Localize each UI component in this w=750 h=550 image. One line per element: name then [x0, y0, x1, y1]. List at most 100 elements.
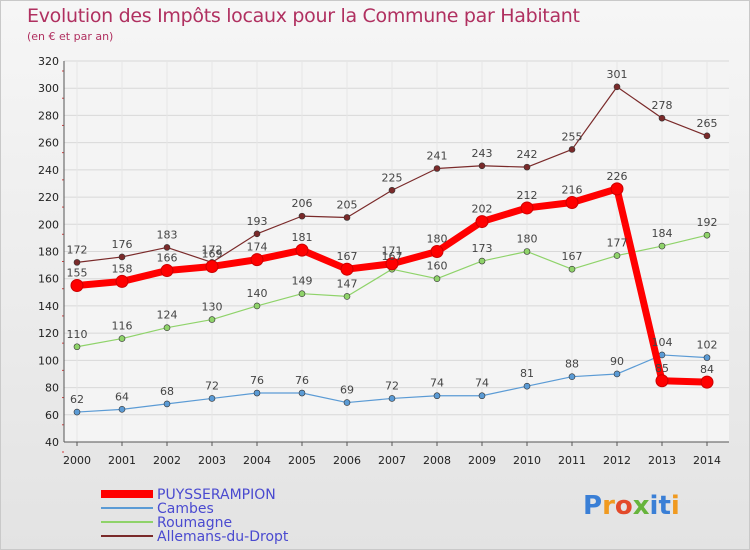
data-label-allemans-du-dropt: 242 [517, 148, 538, 161]
data-label-roumagne: 180 [517, 233, 538, 246]
data-label-cambes: 68 [160, 385, 174, 398]
data-point-allemans-du-dropt [433, 165, 441, 172]
data-label-roumagne: 149 [292, 275, 313, 288]
y-tick-label: 40 [45, 436, 59, 449]
y-tick-label: 300 [38, 82, 59, 95]
x-tick-label: 2002 [153, 454, 181, 467]
data-label-puysserampion: 174 [247, 241, 268, 254]
data-point-cambes [253, 389, 261, 397]
data-label-roumagne: 124 [157, 309, 178, 322]
data-point-cambes [163, 400, 171, 408]
data-point-allemans-du-dropt [523, 163, 531, 171]
data-label-puysserampion: 181 [292, 231, 313, 244]
data-point-puysserampion [160, 264, 174, 278]
legend-label-allemans-du-dropt: Allemans-du-Dropt [157, 529, 289, 545]
data-label-cambes: 76 [295, 374, 309, 387]
data-label-puysserampion: 84 [700, 363, 714, 376]
x-tick-label: 2003 [198, 454, 226, 467]
data-point-puysserampion [115, 274, 129, 288]
data-label-allemans-du-dropt: 205 [337, 198, 358, 211]
data-label-cambes: 90 [610, 355, 624, 368]
y-tick-label: 320 [38, 55, 59, 68]
logo-letter: i [670, 491, 680, 521]
data-label-roumagne: 130 [202, 301, 223, 314]
data-label-cambes: 64 [115, 390, 129, 403]
data-point-puysserampion [70, 279, 84, 293]
data-point-cambes [703, 354, 711, 361]
data-label-cambes: 72 [385, 379, 399, 392]
data-point-roumagne [253, 302, 261, 310]
data-point-roumagne [163, 324, 171, 332]
data-label-roumagne: 192 [697, 216, 718, 229]
data-point-cambes [73, 408, 81, 416]
logo-letter: i [649, 491, 659, 521]
data-label-puysserampion: 212 [517, 189, 538, 202]
data-label-roumagne: 110 [67, 328, 88, 341]
data-point-puysserampion [700, 375, 714, 389]
logo-letter: x [632, 491, 650, 521]
x-tick-label: 2008 [423, 454, 451, 467]
data-label-allemans-du-dropt: 176 [112, 238, 133, 251]
data-point-puysserampion [295, 243, 309, 257]
data-label-cambes: 88 [565, 358, 579, 371]
data-point-allemans-du-dropt [613, 83, 621, 91]
data-label-puysserampion: 180 [427, 233, 448, 246]
data-point-puysserampion [385, 257, 399, 271]
proxiti-logo: Proxiti [583, 491, 680, 521]
data-point-puysserampion [250, 253, 264, 267]
data-label-cambes: 74 [430, 377, 444, 390]
x-tick-label: 2004 [243, 454, 271, 467]
data-point-cambes [433, 392, 441, 400]
data-point-puysserampion [610, 182, 624, 196]
data-point-allemans-du-dropt [163, 244, 171, 251]
data-point-allemans-du-dropt [118, 253, 126, 261]
data-point-roumagne [118, 335, 126, 342]
data-label-cambes: 62 [70, 393, 84, 406]
data-label-puysserampion: 202 [472, 203, 493, 216]
data-label-allemans-du-dropt: 172 [67, 243, 88, 256]
x-tick-label: 2010 [513, 454, 541, 467]
x-tick-label: 2013 [648, 454, 676, 467]
y-tick-label: 100 [38, 354, 59, 367]
legend-label-roumagne: Roumagne [157, 515, 232, 531]
data-point-roumagne [703, 231, 711, 239]
y-tick-label: 120 [38, 327, 59, 340]
y-tick-label: 280 [38, 109, 59, 122]
data-point-roumagne [478, 257, 486, 265]
y-tick-label: 240 [38, 164, 59, 177]
legend-label-cambes: Cambes [157, 501, 214, 517]
data-point-cambes [388, 395, 396, 402]
data-label-puysserampion: 166 [157, 252, 178, 265]
data-point-roumagne [433, 275, 441, 283]
data-point-roumagne [658, 242, 666, 250]
data-label-allemans-du-dropt: 225 [382, 171, 403, 184]
x-tick-label: 2012 [603, 454, 631, 467]
data-label-allemans-du-dropt: 206 [292, 197, 313, 210]
data-label-roumagne: 177 [607, 237, 628, 250]
data-label-cambes: 76 [250, 374, 264, 387]
data-label-roumagne: 167 [382, 250, 403, 263]
data-label-cambes: 104 [652, 336, 673, 349]
data-point-allemans-du-dropt [253, 230, 261, 238]
data-point-puysserampion [565, 196, 579, 210]
x-tick-label: 2014 [693, 454, 721, 467]
data-label-allemans-du-dropt: 193 [247, 215, 268, 228]
data-point-roumagne [298, 290, 306, 297]
data-label-puysserampion: 158 [112, 262, 133, 275]
data-point-cambes [523, 382, 531, 390]
data-label-cambes: 81 [520, 367, 534, 380]
data-label-allemans-du-dropt: 301 [607, 68, 628, 81]
data-label-puysserampion: 226 [607, 170, 628, 183]
data-label-cambes: 74 [475, 377, 489, 390]
data-label-allemans-du-dropt: 183 [157, 228, 178, 241]
data-point-cambes [118, 406, 126, 413]
data-label-allemans-du-dropt: 255 [562, 130, 583, 143]
data-label-cambes: 102 [697, 339, 718, 352]
data-point-roumagne [523, 248, 531, 255]
x-tick-label: 2000 [63, 454, 91, 467]
data-label-roumagne: 184 [652, 227, 673, 240]
data-label-allemans-du-dropt: 172 [202, 243, 223, 256]
data-point-puysserampion [205, 259, 219, 273]
data-point-puysserampion [340, 262, 354, 276]
